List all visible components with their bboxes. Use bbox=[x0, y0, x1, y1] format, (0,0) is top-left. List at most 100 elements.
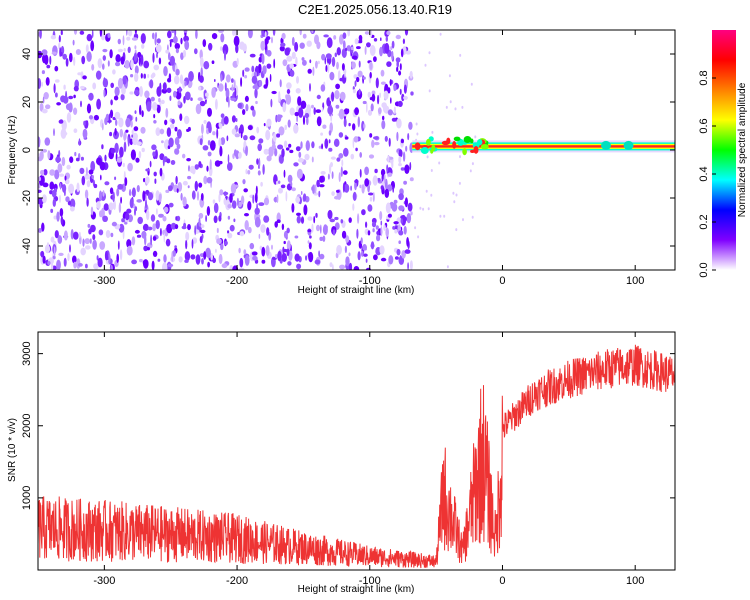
noise-blob bbox=[153, 114, 156, 119]
noise-blob bbox=[384, 42, 390, 54]
noise-blob bbox=[150, 214, 156, 222]
noise-blob bbox=[218, 253, 223, 265]
signal-blob bbox=[426, 138, 431, 146]
noise-blob bbox=[235, 118, 238, 122]
noise-blob bbox=[129, 138, 133, 146]
noise-blob bbox=[404, 197, 408, 208]
noise-blob bbox=[119, 146, 124, 158]
noise-blob bbox=[231, 128, 237, 135]
noise-blob bbox=[295, 88, 301, 94]
noise-blob bbox=[181, 225, 187, 230]
noise-blob bbox=[336, 189, 340, 193]
noise-blob bbox=[266, 155, 272, 162]
noise-blob bbox=[156, 208, 158, 215]
noise-blob bbox=[389, 79, 392, 86]
noise-blob bbox=[67, 253, 70, 261]
noise-blob bbox=[289, 149, 294, 154]
noise-blob bbox=[304, 153, 310, 161]
noise-blob bbox=[221, 263, 228, 269]
noise-blob bbox=[296, 76, 299, 84]
noise-blob bbox=[171, 30, 175, 33]
noise-blob bbox=[57, 163, 63, 173]
noise-blob bbox=[258, 138, 264, 144]
noise-blob bbox=[58, 42, 61, 50]
noise-blob bbox=[355, 147, 358, 152]
noise-blob bbox=[302, 59, 307, 66]
noise-blob bbox=[165, 49, 170, 54]
noise-blob bbox=[183, 30, 188, 33]
noise-blob bbox=[188, 71, 194, 82]
noise-blob bbox=[179, 113, 183, 121]
noise-blob bbox=[55, 156, 61, 163]
noise-blob bbox=[85, 44, 89, 53]
noise-blob bbox=[149, 79, 154, 89]
noise-blob bbox=[337, 70, 341, 81]
noise-blob bbox=[264, 31, 267, 39]
noise-blob bbox=[63, 84, 66, 90]
noise-blob bbox=[364, 31, 370, 35]
noise-blob bbox=[383, 174, 386, 184]
noise-blob bbox=[171, 118, 175, 125]
noise-blob bbox=[416, 132, 419, 136]
noise-blob bbox=[343, 118, 347, 128]
noise-blob bbox=[177, 182, 183, 192]
noise-blob bbox=[115, 54, 121, 63]
noise-blob bbox=[474, 135, 477, 139]
noise-blob bbox=[291, 36, 295, 46]
noise-blob bbox=[201, 258, 204, 265]
noise-blob bbox=[322, 124, 327, 129]
noise-blob bbox=[332, 229, 336, 236]
noise-blob bbox=[295, 146, 301, 152]
noise-blob bbox=[384, 188, 390, 198]
noise-blob bbox=[319, 184, 325, 188]
noise-blob bbox=[426, 155, 429, 159]
noise-blob bbox=[247, 30, 253, 39]
noise-blob bbox=[281, 148, 285, 158]
noise-blob bbox=[175, 175, 178, 185]
noise-blob bbox=[156, 52, 158, 59]
noise-blob bbox=[319, 236, 324, 241]
noise-blob bbox=[396, 131, 399, 142]
noise-blob bbox=[375, 77, 379, 89]
noise-blob bbox=[190, 254, 196, 260]
noise-blob bbox=[134, 45, 137, 50]
noise-blob bbox=[341, 159, 344, 167]
noise-blob bbox=[59, 194, 61, 203]
noise-blob bbox=[303, 204, 308, 216]
noise-blob bbox=[163, 254, 167, 263]
noise-blob bbox=[340, 219, 344, 224]
noise-blob bbox=[151, 260, 155, 270]
noise-blob bbox=[335, 104, 340, 109]
noise-blob bbox=[242, 179, 246, 185]
noise-blob bbox=[260, 224, 266, 233]
noise-blob bbox=[232, 30, 236, 36]
noise-blob bbox=[403, 84, 407, 94]
noise-blob bbox=[73, 30, 78, 35]
noise-blob bbox=[333, 35, 337, 40]
noise-blob bbox=[76, 182, 80, 193]
noise-blob bbox=[64, 189, 66, 197]
noise-blob bbox=[331, 171, 334, 180]
noise-blob bbox=[407, 262, 409, 270]
noise-blob bbox=[121, 86, 126, 95]
noise-blob bbox=[202, 145, 209, 151]
noise-blob bbox=[240, 131, 243, 139]
noise-blob bbox=[393, 106, 396, 115]
noise-blob bbox=[118, 202, 122, 213]
noise-blob bbox=[116, 253, 119, 263]
noise-blob bbox=[252, 109, 256, 117]
noise-blob bbox=[230, 97, 237, 102]
noise-blob bbox=[294, 41, 299, 52]
colorbar-tick-label: 0.2 bbox=[698, 214, 710, 229]
noise-blob bbox=[295, 56, 298, 66]
noise-blob bbox=[158, 57, 162, 65]
noise-blob bbox=[171, 251, 174, 262]
noise-blob bbox=[99, 161, 106, 171]
noise-blob bbox=[344, 47, 348, 52]
noise-blob bbox=[203, 175, 208, 185]
noise-blob bbox=[400, 48, 404, 58]
noise-blob bbox=[244, 67, 250, 72]
noise-blob bbox=[66, 164, 71, 170]
noise-blob bbox=[350, 153, 355, 160]
